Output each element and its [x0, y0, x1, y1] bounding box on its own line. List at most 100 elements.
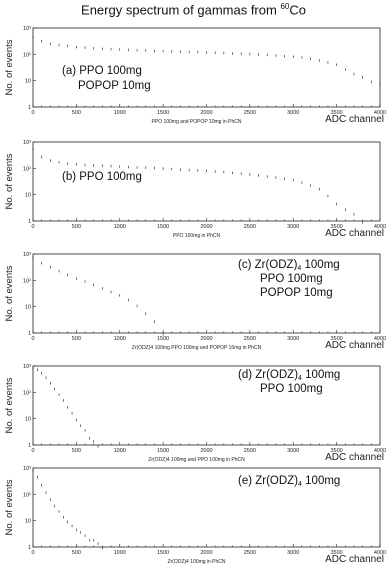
y-axis-label: No. of events [4, 153, 15, 209]
x-tick-label: 3500 [331, 550, 343, 556]
annotation-amount: 100mg [301, 259, 339, 271]
y-axis-label: No. of events [4, 377, 15, 433]
x-tick-label: 500 [72, 550, 81, 556]
x-tick-label: 3000 [287, 448, 299, 454]
x-tick-label: 2500 [244, 224, 256, 230]
y-tick-label: 1 [28, 219, 31, 225]
x-tick-label: 0 [31, 448, 34, 454]
y-tick-label: 10³ [23, 26, 31, 32]
annotation-amount: 100mg [302, 369, 340, 381]
annotation-compound: (c) Zr(ODZ) [238, 259, 298, 271]
annotation-amount: 100mg [302, 475, 340, 487]
y-tick-label: 10² [23, 390, 31, 396]
spectrum-panel-a: 0 500 1000 1500 2000 2500 3000 3500 4000 1 10 10² 10… [4, 26, 386, 125]
spectrum-panel-d: 0 500 1000 1500 2000 2500 3000 3500 4000 1 10 10² 10… [4, 364, 386, 463]
panel-caption: Zr(ODZ)4 100mg PPO 100mg and POPOP 10mg … [132, 345, 262, 351]
y-tick-label: 10 [25, 417, 31, 423]
x-tick-label: 3500 [331, 110, 343, 116]
y-tick-label: 10² [23, 166, 31, 172]
y-tick-label: 1 [28, 545, 31, 551]
x-tick-label: 0 [31, 224, 34, 230]
panel-annotation-line: PPO 100mg [260, 383, 323, 395]
y-tick-label: 10 [25, 193, 31, 199]
x-tick-label: 1000 [114, 550, 126, 556]
x-tick-label: 1500 [157, 448, 169, 454]
panel-caption: PPO 100mg and POPOP 10mg in PhCN [152, 119, 242, 125]
panel-annotation-title: (c) Zr(ODZ)4 100mg [238, 259, 340, 272]
figure-title-isotope-symbol: Co [289, 2, 306, 18]
x-tick-label: 1500 [157, 224, 169, 230]
x-tick-label: 1500 [157, 110, 169, 116]
x-tick-label: 4000 [374, 336, 386, 342]
x-tick-label: 1500 [157, 550, 169, 556]
spectrum-panel-b: 0 500 1000 1500 2000 2500 3000 3500 4000 1 10 10² 10… [4, 140, 386, 239]
x-tick-label: 4000 [374, 448, 386, 454]
x-tick-label: 0 [31, 550, 34, 556]
x-tick-label: 4000 [374, 550, 386, 556]
x-tick-label: 2500 [244, 336, 256, 342]
y-tick-label: 10 [25, 305, 31, 311]
panel-caption: PPO 100mg in PhCN [173, 233, 221, 239]
figure-title-isotope-mass: 60 [280, 2, 290, 11]
y-tick-label: 1 [28, 331, 31, 337]
y-tick-label: 1 [28, 443, 31, 449]
x-tick-label: 2000 [200, 224, 212, 230]
panel-annotation-line: POPOP 10mg [260, 287, 333, 299]
x-tick-label: 4000 [374, 110, 386, 116]
x-tick-label: 2500 [244, 448, 256, 454]
panel-annotation-line: POPOP 10mg [78, 80, 151, 92]
x-tick-label: 2000 [200, 336, 212, 342]
x-tick-label: 500 [72, 224, 81, 230]
y-axis-label: No. of events [4, 479, 15, 535]
figure-title: Energy spectrum of gammas from 60Co [0, 2, 387, 17]
x-tick-label: 3000 [287, 110, 299, 116]
panel-caption: Zr(ODZ)4 100mg in PhCN [167, 559, 225, 565]
x-axis-label: ADC channel [325, 228, 384, 239]
x-tick-label: 2500 [244, 110, 256, 116]
annotation-subscript: 4 [298, 375, 302, 382]
x-tick-label: 1500 [157, 336, 169, 342]
figure-title-text: Energy spectrum of gammas from [81, 2, 281, 18]
x-tick-label: 0 [31, 110, 34, 116]
x-tick-label: 3500 [331, 448, 343, 454]
y-tick-label: 10² [23, 492, 31, 498]
y-axis-label: No. of events [4, 265, 15, 321]
x-tick-label: 3000 [287, 224, 299, 230]
annotation-subscript: 4 [297, 265, 301, 272]
panel-annotation-title: (d) Zr(ODZ)4 100mg [238, 369, 340, 382]
x-tick-label: 1000 [114, 110, 126, 116]
panel-annotation-title: (e) Zr(ODZ)4 100mg [238, 475, 340, 488]
panel-annotation-line: (a) PPO 100mg [62, 65, 142, 77]
spectrum-panel-c: 0 500 1000 1500 2000 2500 3000 3500 4000 1 10 10² 10… [4, 252, 386, 351]
y-tick-label: 10³ [23, 140, 31, 146]
x-tick-label: 3000 [287, 550, 299, 556]
x-axis-label: ADC channel [325, 340, 384, 351]
y-tick-label: 10 [25, 79, 31, 85]
x-tick-label: 3500 [331, 224, 343, 230]
x-tick-label: 2500 [244, 550, 256, 556]
panel-annotation-line: PPO 100mg [260, 273, 323, 285]
spectrum-panel-e: 0 500 1000 1500 2000 2500 3000 3500 4000 1 10 10² 10… [4, 466, 386, 565]
panel-caption: Zr(ODZ)4 100mg and PPO 100mg in PhCN [148, 457, 245, 463]
x-tick-label: 2000 [200, 550, 212, 556]
x-tick-label: 500 [72, 110, 81, 116]
y-tick-label: 1 [28, 105, 31, 111]
y-tick-label: 10² [23, 278, 31, 284]
x-axis-label: ADC channel [325, 114, 384, 125]
x-tick-label: 4000 [374, 224, 386, 230]
x-tick-label: 2000 [200, 448, 212, 454]
annotation-compound: (d) Zr(ODZ) [238, 369, 298, 381]
y-tick-label: 10 [25, 519, 31, 525]
x-axis-label: ADC channel [325, 452, 384, 463]
x-axis-label: ADC channel [325, 554, 384, 565]
y-tick-label: 10³ [23, 466, 31, 472]
x-tick-label: 500 [72, 336, 81, 342]
x-tick-label: 500 [72, 448, 81, 454]
y-tick-label: 10³ [23, 252, 31, 258]
annotation-subscript: 4 [298, 481, 302, 488]
x-tick-label: 3500 [331, 336, 343, 342]
x-tick-label: 1000 [114, 448, 126, 454]
x-tick-label: 0 [31, 336, 34, 342]
panel-annotation-line: (b) PPO 100mg [62, 171, 142, 183]
annotation-compound: (e) Zr(ODZ) [238, 475, 298, 487]
